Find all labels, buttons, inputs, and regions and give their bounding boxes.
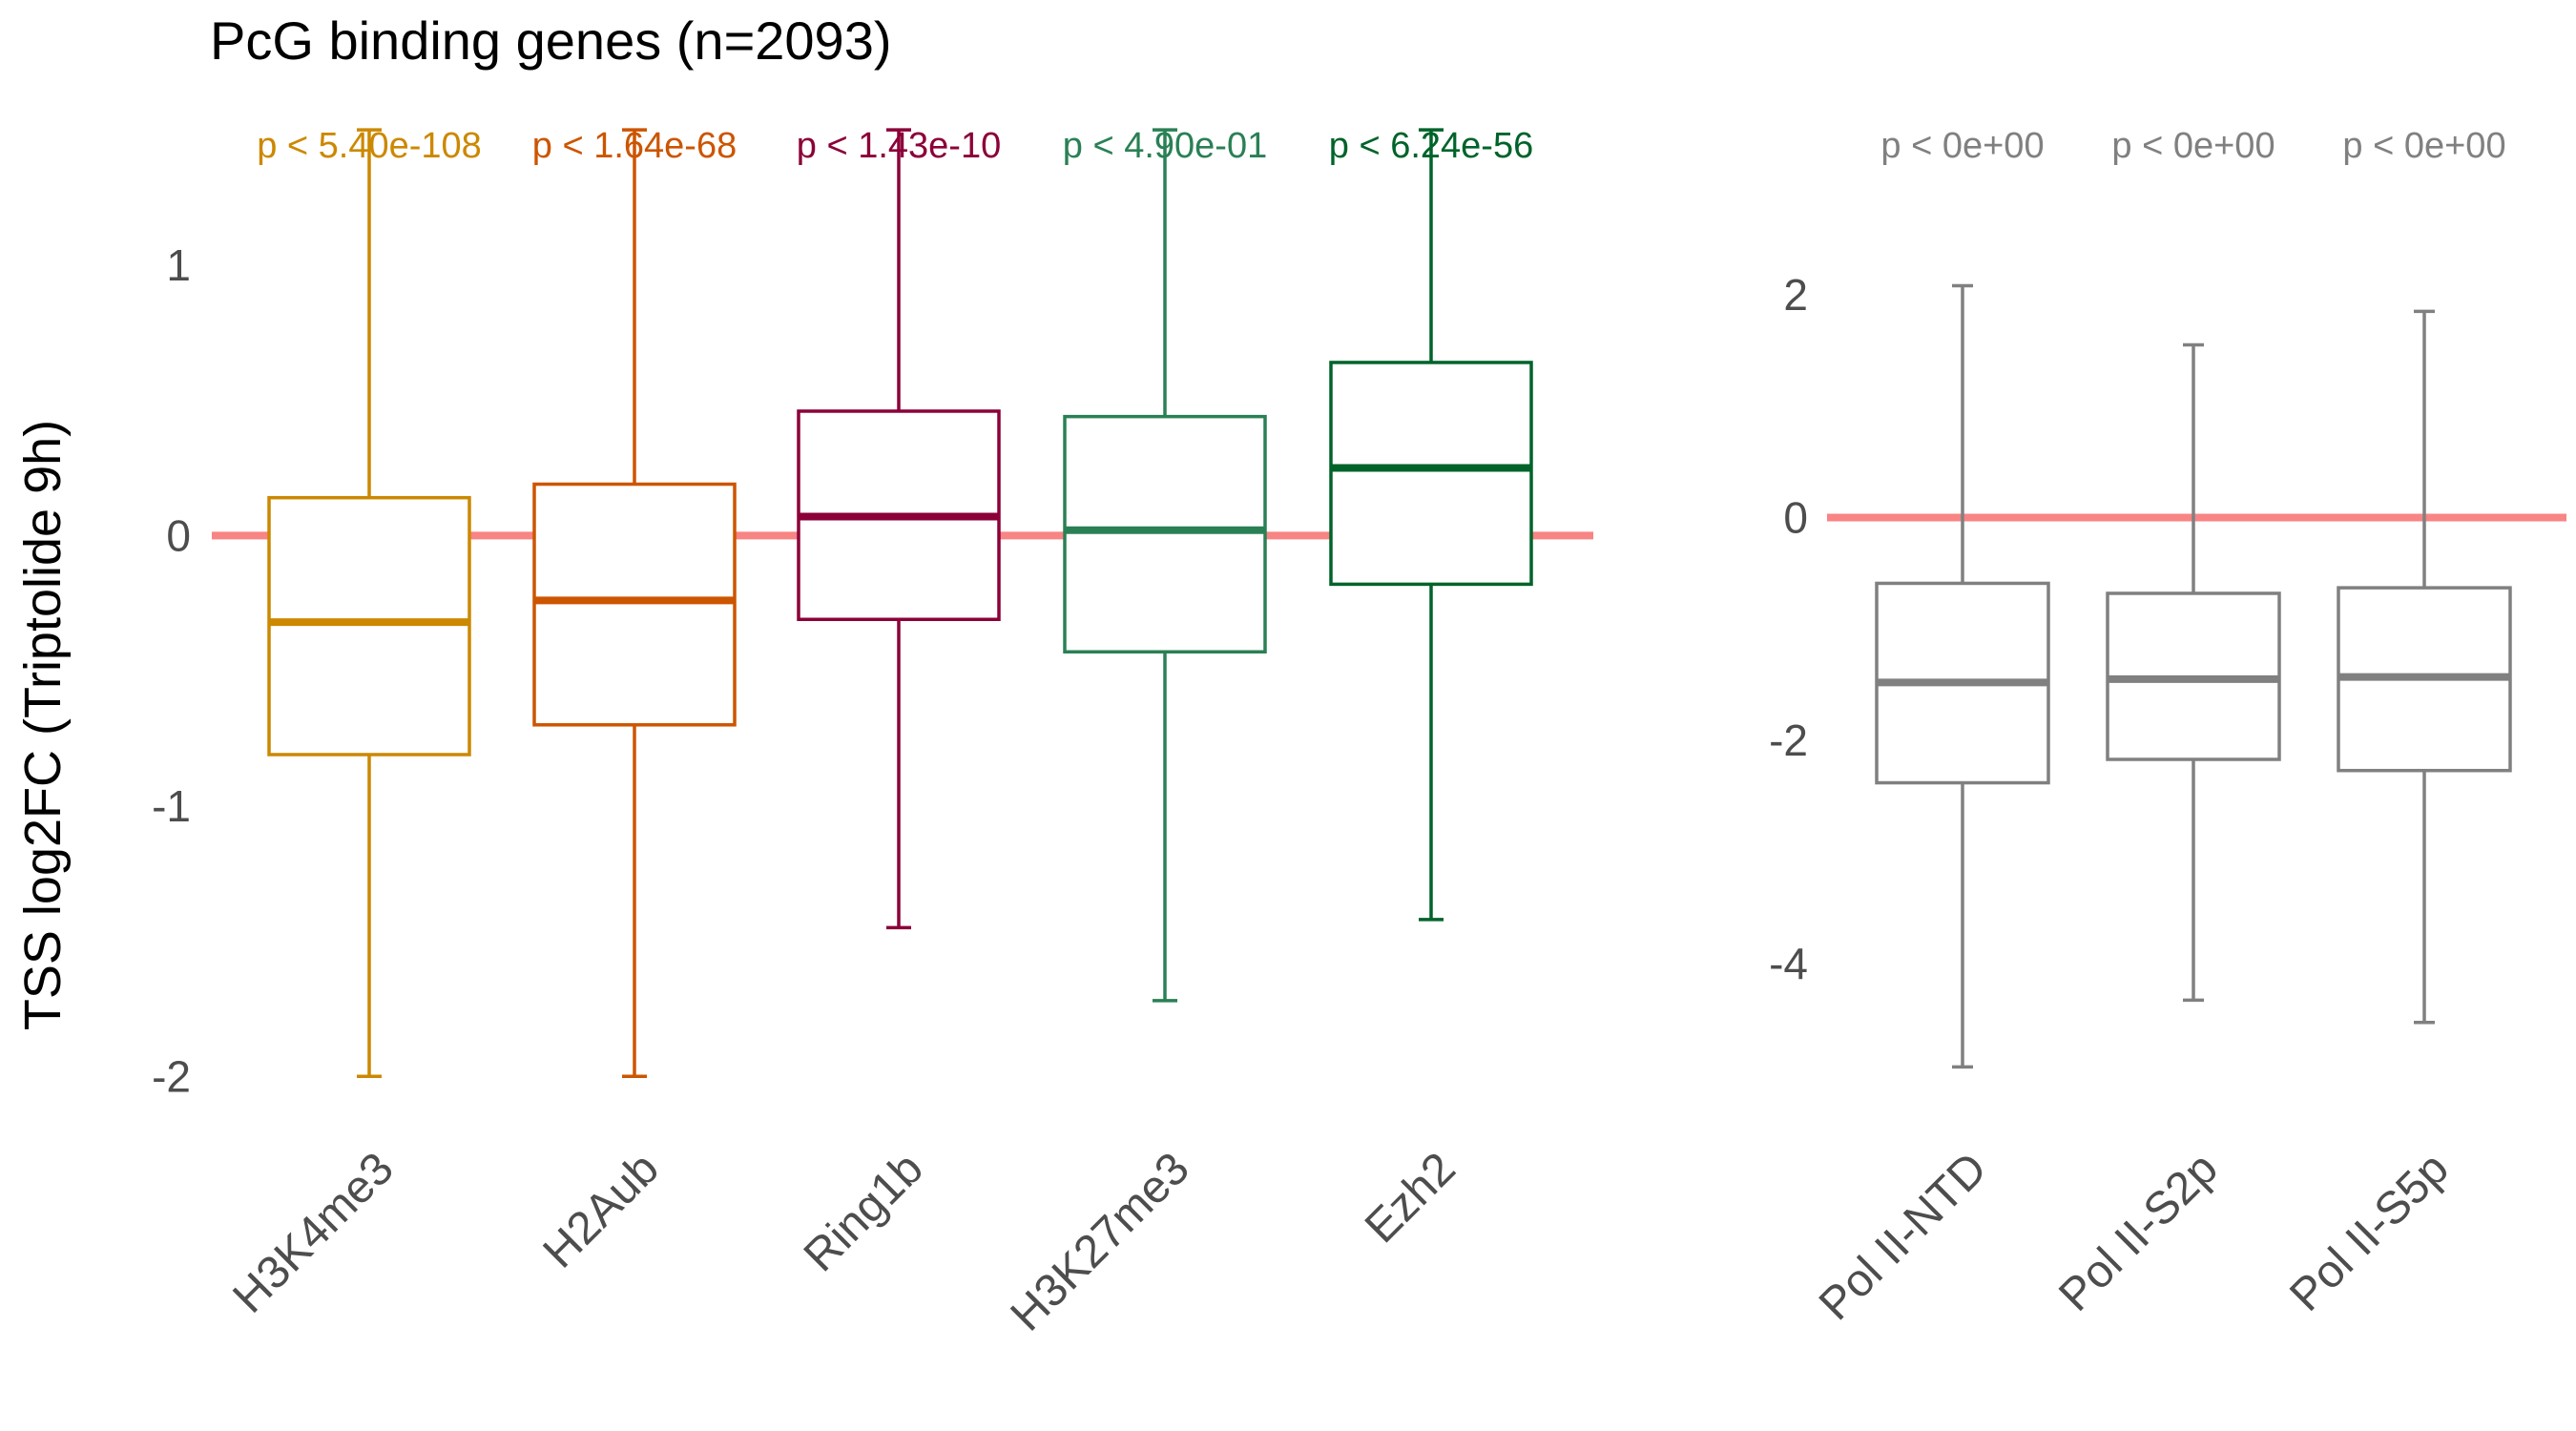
p-value-label: p < 5.40e-108 (257, 126, 482, 166)
x-tick-label: H3K27me3 (1001, 1143, 1198, 1340)
p-value-label: p < 4.90e-01 (1063, 126, 1267, 166)
interquartile-box (532, 482, 737, 727)
p-value-label: p < 0e+00 (2111, 126, 2275, 166)
panel-pcg-marks: -2 -1 0 1 p < 5.40e-108 H3K4me3 p < 1.64e-68 H2… (152, 126, 1593, 1341)
panel-pol-ii: -4 -2 0 2 p < 0e+00 Pol II-NTD p < 0e+00 Pol II… (1769, 126, 2566, 1330)
x-tick-label: Ring1b (795, 1143, 933, 1281)
y-axis-label: TSS log2FC (Triptolide 9h) (14, 420, 72, 1030)
y-tick-label: -4 (1769, 939, 1808, 988)
interquartile-box (1329, 361, 1533, 587)
box-ezh2 (1329, 128, 1533, 922)
y-tick-label: 0 (1783, 493, 1808, 543)
p-value-label: p < 0e+00 (1880, 126, 2044, 166)
x-tick-label: Ezh2 (1356, 1143, 1465, 1253)
box-h3k4me3 (267, 128, 471, 1079)
x-tick-label: Pol II-NTD (1810, 1143, 1997, 1330)
y-tick-label: 2 (1783, 270, 1808, 320)
p-value-label: p < 0e+00 (2342, 126, 2505, 166)
box-ring1b (797, 128, 1001, 930)
box-pol-ii-ntd (1875, 283, 2050, 1069)
x-tick-label: H2Aub (534, 1143, 669, 1277)
y-tick-label: -2 (1769, 716, 1808, 765)
y-tick-label: -2 (152, 1051, 191, 1101)
p-value-label: p < 1.43e-10 (797, 126, 1001, 166)
p-value-label: p < 1.64e-68 (532, 126, 737, 166)
box-h3k27me3 (1063, 128, 1267, 1003)
interquartile-box (267, 495, 471, 757)
box-pol-ii-s5p (2337, 309, 2512, 1025)
x-tick-label: Pol II-S5p (2280, 1143, 2459, 1321)
x-tick-label: Pol II-S2p (2049, 1143, 2228, 1321)
box-pol-ii-s2p (2106, 342, 2281, 1003)
y-tick-label: -1 (152, 781, 191, 831)
y-tick-label: 0 (166, 510, 191, 560)
interquartile-box (1063, 414, 1267, 654)
box-h2aub (532, 128, 737, 1079)
chart-title: PcG binding genes (n=2093) (210, 10, 892, 71)
p-value-label: p < 6.24e-56 (1329, 126, 1533, 166)
y-tick-label: 1 (166, 240, 191, 290)
x-tick-label: H3K4me3 (223, 1143, 403, 1322)
